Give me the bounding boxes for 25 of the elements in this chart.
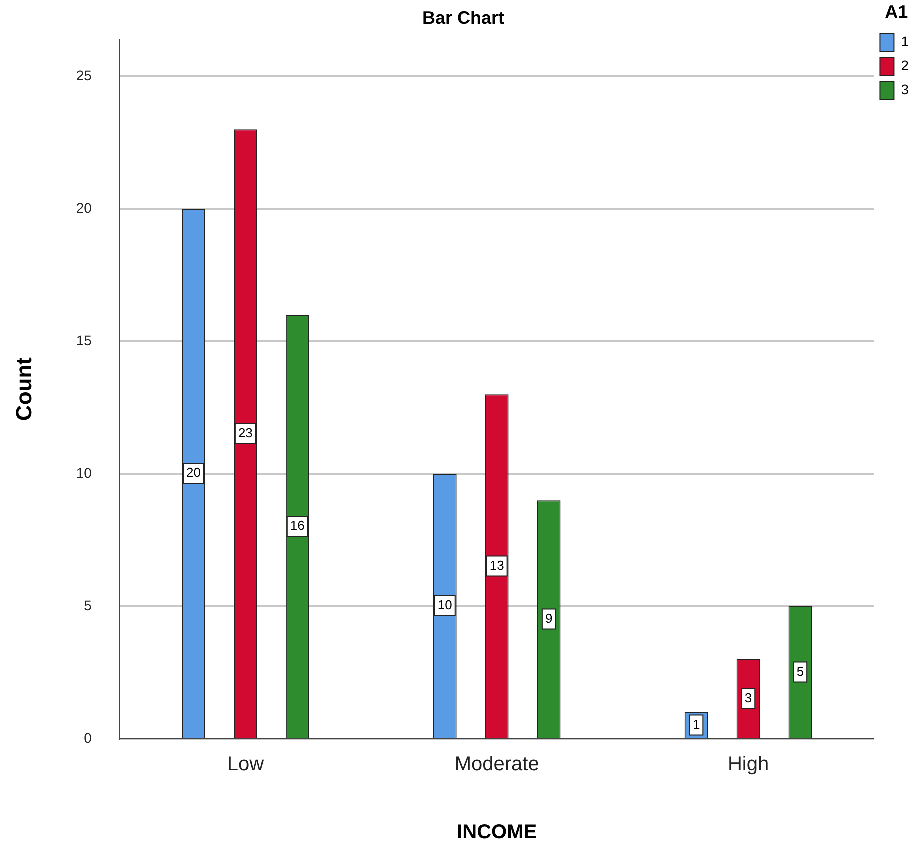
legend-label: 1	[901, 33, 910, 50]
data-label: 3	[744, 690, 752, 706]
legend-label: 2	[901, 57, 910, 74]
x-tick-label: Moderate	[454, 754, 540, 776]
y-tick-label: 20	[76, 200, 92, 216]
x-axis-title: INCOME	[457, 822, 538, 844]
legend-label: 3	[901, 81, 910, 98]
y-tick-label: 5	[84, 597, 92, 614]
data-label: 23	[238, 425, 253, 440]
y-tick-label: 15	[76, 332, 92, 348]
x-tick-label: High	[728, 754, 770, 776]
data-label: 16	[290, 518, 305, 534]
y-axis-title: Count	[11, 356, 36, 422]
data-label: 5	[796, 664, 804, 679]
y-tick-label: 25	[76, 68, 92, 84]
data-label: 20	[186, 465, 201, 480]
x-tick-label: Low	[227, 754, 265, 776]
chart-title: Bar Chart	[422, 8, 505, 28]
data-label: 10	[438, 598, 452, 613]
data-label: 13	[490, 558, 504, 573]
y-tick-label: 0	[84, 730, 92, 746]
y-tick-label: 10	[76, 464, 92, 481]
legend-title: A1	[885, 2, 908, 22]
data-label: 1	[692, 716, 700, 732]
data-label: 9	[545, 610, 553, 626]
